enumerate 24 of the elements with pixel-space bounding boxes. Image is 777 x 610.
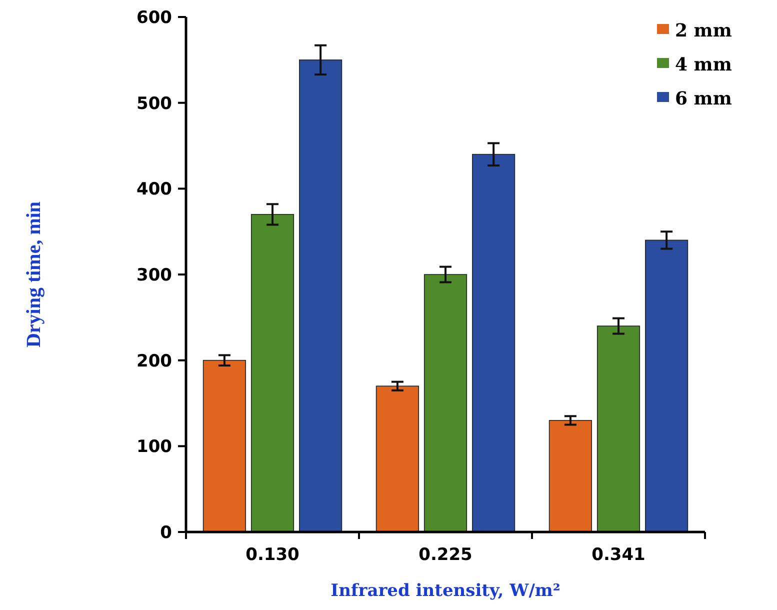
y-axis-title: Drying time, min bbox=[23, 201, 45, 348]
y-tick-label: 500 bbox=[136, 94, 172, 114]
bar bbox=[424, 274, 468, 532]
bar bbox=[472, 154, 516, 532]
y-tick-label: 600 bbox=[136, 8, 172, 28]
x-axis-title: Infrared intensity, W/m² bbox=[330, 581, 560, 601]
x-tick-label: 0.225 bbox=[418, 545, 472, 565]
x-tick-label: 0.341 bbox=[592, 545, 646, 565]
y-tick-label: 200 bbox=[136, 351, 172, 372]
bar bbox=[645, 240, 688, 532]
x-tick-label: 0.130 bbox=[246, 545, 300, 565]
legend-label: 4 mm bbox=[675, 54, 732, 76]
legend-label: 2 mm bbox=[675, 20, 732, 42]
bar bbox=[376, 386, 419, 532]
bar bbox=[596, 326, 640, 532]
bar bbox=[299, 60, 342, 532]
bar bbox=[250, 214, 294, 532]
legend-label: 6 mm bbox=[675, 88, 732, 110]
bar bbox=[548, 420, 592, 532]
y-tick-label: 400 bbox=[136, 180, 172, 200]
y-tick-label: 100 bbox=[136, 437, 172, 458]
y-tick-label: 300 bbox=[136, 265, 172, 286]
bar bbox=[202, 360, 246, 532]
y-tick-label: 0 bbox=[160, 522, 172, 543]
